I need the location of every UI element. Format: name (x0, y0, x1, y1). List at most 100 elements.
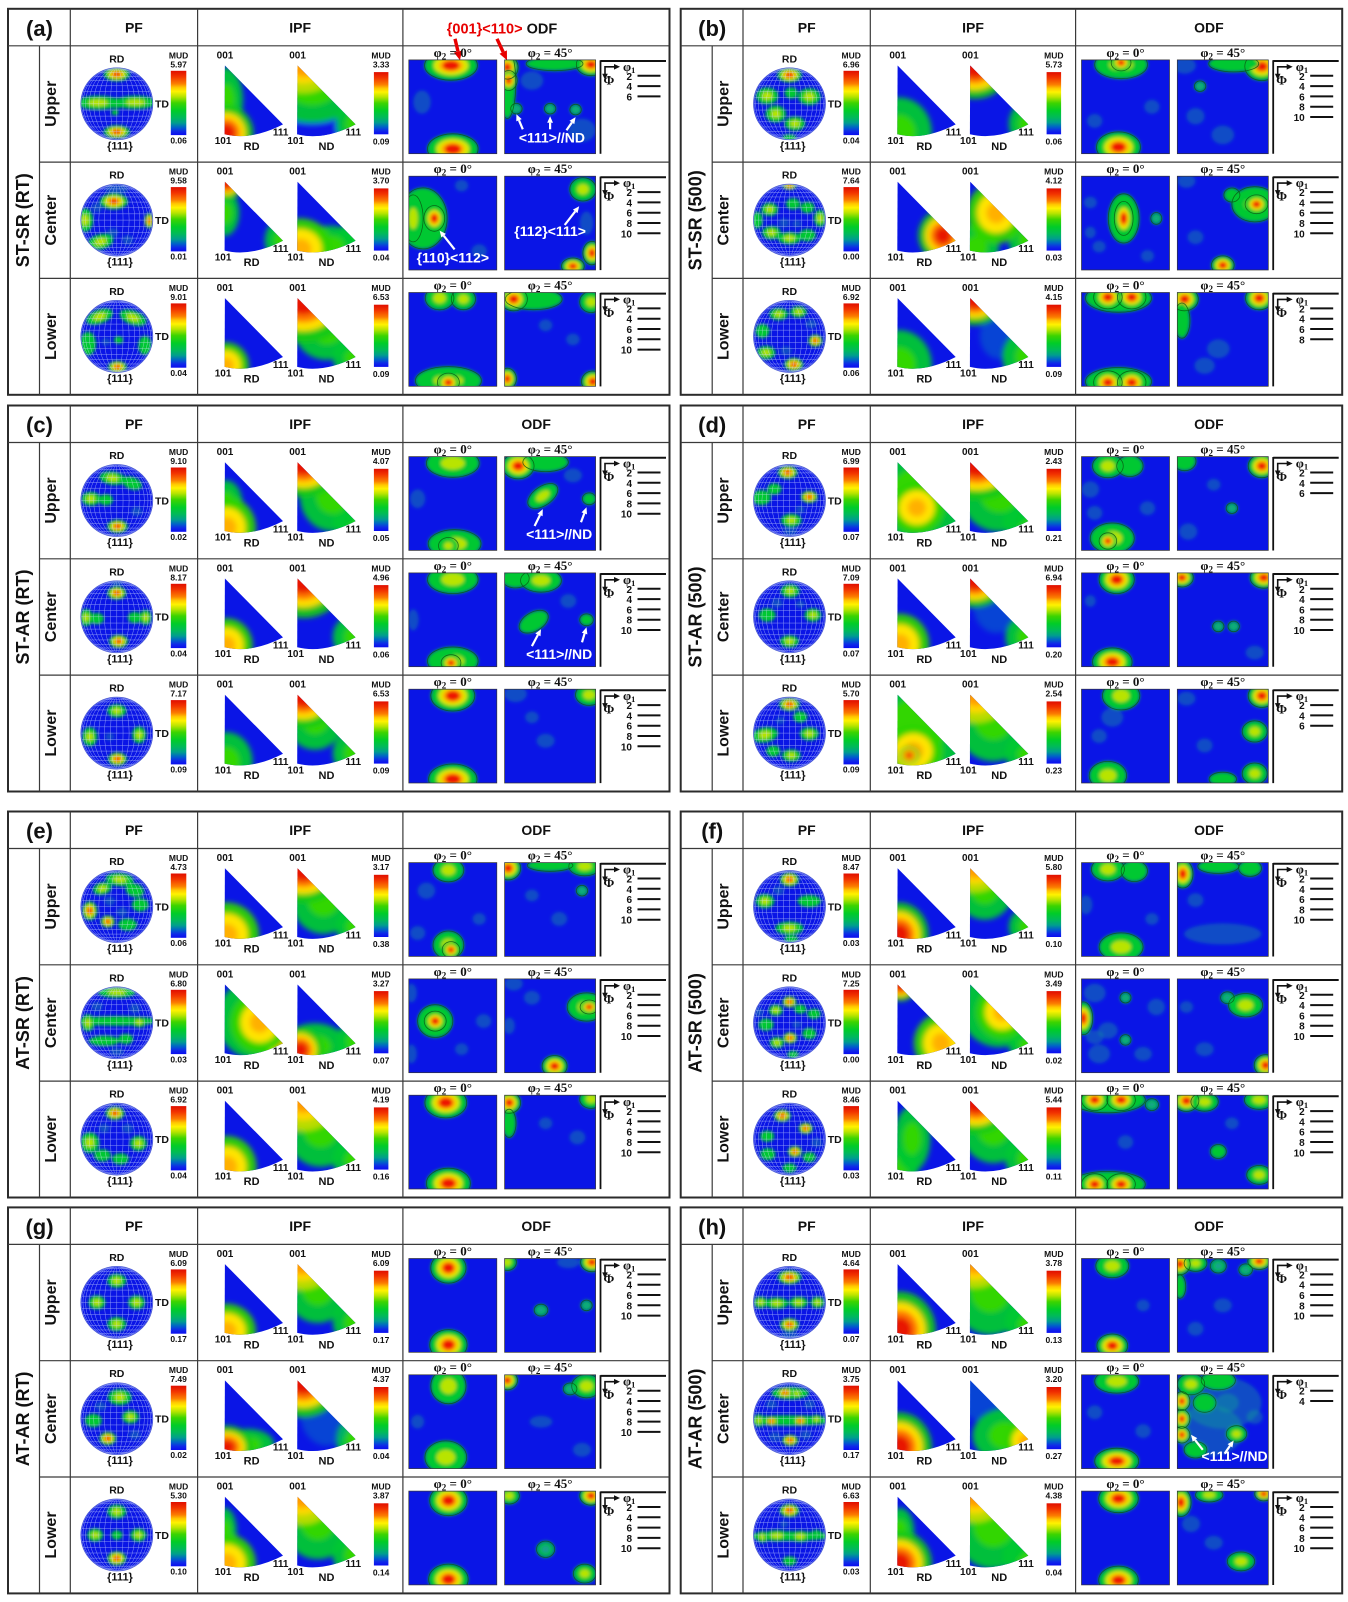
svg-text:6: 6 (626, 92, 632, 103)
svg-text:111: 111 (1018, 1559, 1034, 1570)
svg-text:RD: RD (916, 1339, 932, 1351)
svg-text:Φ: Φ (1276, 702, 1287, 717)
svg-text:Center: Center (716, 195, 733, 246)
svg-text:RD: RD (244, 944, 260, 956)
svg-text:4: 4 (1299, 1513, 1305, 1524)
svg-text:10: 10 (621, 742, 633, 753)
svg-text:TD: TD (155, 1414, 169, 1426)
svg-text:111: 111 (946, 244, 962, 255)
svg-text:RD: RD (782, 1089, 798, 1101)
svg-text:001: 001 (889, 1249, 906, 1260)
svg-text:001: 001 (962, 1086, 979, 1097)
svg-text:TD: TD (155, 901, 169, 913)
svg-text:111: 111 (946, 1047, 962, 1058)
svg-text:6: 6 (1299, 1524, 1305, 1535)
svg-text:111: 111 (346, 757, 362, 768)
svg-text:MUD: MUD (371, 563, 390, 573)
svg-text:2: 2 (1299, 188, 1305, 199)
svg-text:10: 10 (1294, 113, 1306, 124)
svg-text:2: 2 (1299, 469, 1305, 480)
svg-text:MUD: MUD (1044, 50, 1063, 60)
svg-text:RD: RD (244, 141, 260, 153)
svg-text:Center: Center (43, 997, 60, 1048)
svg-text:MUD: MUD (1044, 853, 1063, 863)
svg-text:111: 111 (273, 1443, 289, 1454)
svg-text:4: 4 (626, 885, 632, 896)
svg-text:MUD: MUD (371, 853, 390, 863)
svg-text:6.99: 6.99 (843, 456, 860, 466)
svg-text:001: 001 (217, 447, 234, 458)
svg-text:MUD: MUD (169, 1249, 188, 1259)
svg-text:111: 111 (346, 524, 362, 535)
svg-text:8: 8 (626, 1418, 632, 1429)
svg-text:Φ: Φ (1276, 189, 1287, 204)
svg-text:φ2 = 45°: φ2 = 45° (528, 1243, 573, 1260)
svg-text:111: 111 (946, 930, 962, 941)
svg-text:Φ: Φ (1276, 72, 1287, 87)
svg-text:{111}: {111} (107, 1176, 133, 1188)
svg-text:0.04: 0.04 (373, 1451, 390, 1461)
svg-text:φ2 = 45°: φ2 = 45° (528, 442, 573, 459)
svg-text:4.12: 4.12 (1046, 176, 1063, 186)
svg-text:Φ: Φ (604, 991, 615, 1006)
svg-text:10: 10 (1294, 1148, 1306, 1159)
svg-text:MUD: MUD (1044, 1365, 1063, 1375)
svg-text:6: 6 (626, 1407, 632, 1418)
svg-text:Upper: Upper (43, 81, 60, 127)
svg-text:8: 8 (1299, 905, 1305, 916)
svg-text:10: 10 (1294, 229, 1306, 240)
svg-text:Upper: Upper (43, 477, 60, 523)
svg-text:MUD: MUD (169, 283, 188, 293)
svg-text:001: 001 (217, 1482, 234, 1493)
svg-text:7.49: 7.49 (170, 1374, 187, 1384)
svg-text:101: 101 (887, 649, 904, 660)
svg-text:101: 101 (215, 1451, 232, 1462)
svg-text:001: 001 (889, 563, 906, 574)
svg-text:ND: ND (319, 1060, 335, 1072)
svg-text:{111}: {111} (107, 770, 133, 782)
svg-text:101: 101 (287, 533, 304, 544)
svg-text:0.17: 0.17 (170, 1334, 187, 1344)
svg-text:001: 001 (217, 1249, 234, 1260)
svg-text:ND: ND (991, 373, 1007, 385)
svg-text:8: 8 (626, 499, 632, 510)
svg-text:TD: TD (155, 728, 169, 740)
svg-text:RD: RD (916, 770, 932, 782)
svg-text:Lower: Lower (716, 313, 733, 360)
svg-text:101: 101 (960, 1171, 977, 1182)
svg-text:10: 10 (1294, 916, 1306, 927)
svg-text:Φ: Φ (1276, 991, 1287, 1006)
svg-text:ND: ND (991, 944, 1007, 956)
svg-text:RD: RD (782, 683, 798, 695)
svg-text:0.06: 0.06 (1046, 136, 1063, 146)
svg-text:0.06: 0.06 (373, 649, 390, 659)
svg-text:ST-SR (RT): ST-SR (RT) (13, 173, 33, 267)
svg-text:Φ: Φ (1276, 305, 1287, 320)
svg-text:2: 2 (626, 469, 632, 480)
svg-text:4.19: 4.19 (373, 1095, 390, 1105)
svg-text:111: 111 (946, 1326, 962, 1337)
svg-text:TD: TD (155, 1134, 169, 1146)
svg-text:001: 001 (217, 969, 234, 980)
svg-text:Φ: Φ (604, 305, 615, 320)
svg-text:101: 101 (887, 1335, 904, 1346)
svg-text:0.11: 0.11 (1046, 1172, 1062, 1182)
svg-text:101: 101 (287, 136, 304, 147)
svg-text:8: 8 (1299, 1534, 1305, 1545)
svg-text:111: 111 (346, 1443, 362, 1454)
svg-text:ND: ND (991, 1339, 1007, 1351)
svg-text:<111>//ND: <111>//ND (1202, 1448, 1268, 1464)
svg-text:6: 6 (626, 605, 632, 616)
svg-text:001: 001 (217, 1365, 234, 1376)
svg-text:2: 2 (626, 1270, 632, 1281)
svg-text:Upper: Upper (716, 477, 733, 523)
svg-text:φ2 = 45°: φ2 = 45° (1200, 45, 1245, 62)
svg-text:φ2 = 45°: φ2 = 45° (528, 277, 573, 294)
svg-text:0.06: 0.06 (843, 368, 860, 378)
svg-text:0.17: 0.17 (843, 1450, 860, 1460)
svg-text:8: 8 (1299, 335, 1305, 346)
svg-text:6.63: 6.63 (843, 1491, 860, 1501)
svg-text:7.64: 7.64 (843, 176, 860, 186)
svg-text:3.75: 3.75 (843, 1374, 860, 1384)
svg-text:ND: ND (319, 1572, 335, 1584)
